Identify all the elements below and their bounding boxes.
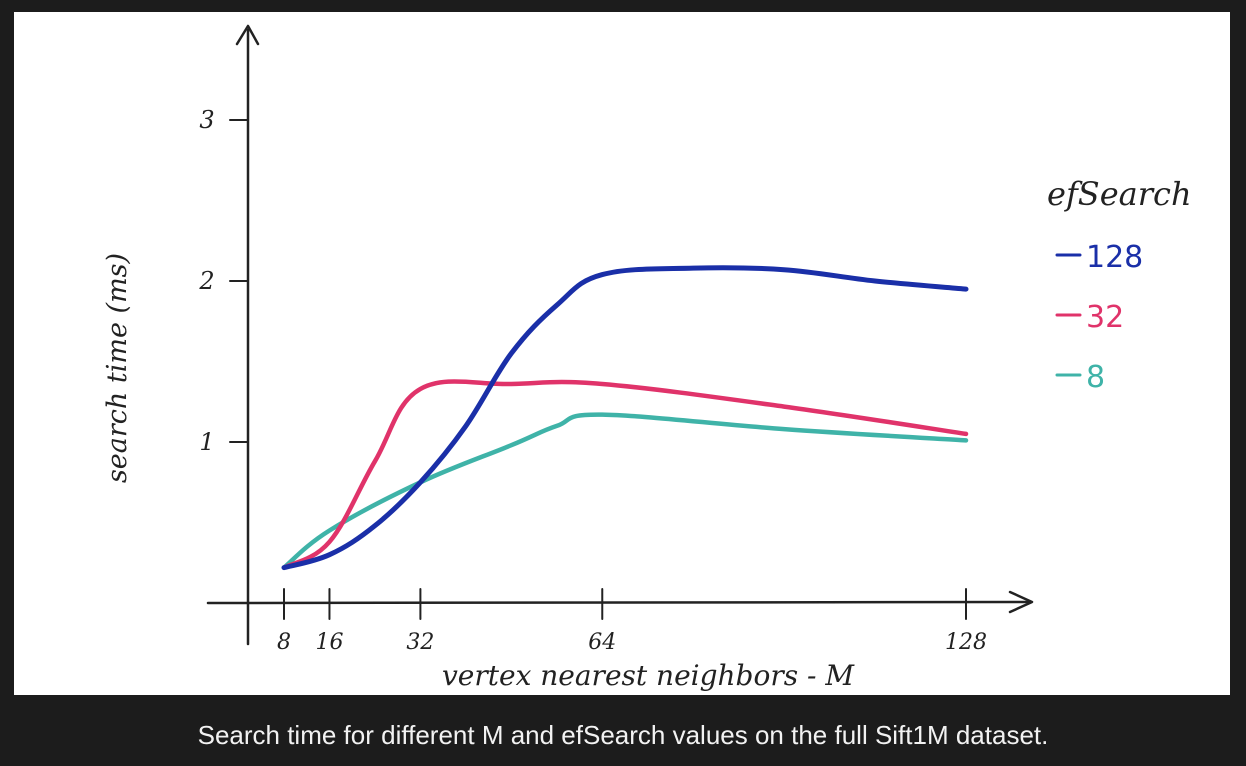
y-tick-label: 3 xyxy=(199,106,214,134)
y-axis-arrow xyxy=(235,24,260,46)
figure-caption: Search time for different M and efSearch… xyxy=(197,720,1049,750)
y-tick-label: 2 xyxy=(198,267,214,295)
x-axis-line xyxy=(206,600,1032,605)
legend-label-128: 128 xyxy=(1086,240,1143,275)
legend: efSearch 128 32 8 xyxy=(1047,175,1192,395)
legend-label-8: 8 xyxy=(1086,360,1105,395)
y-tick-label: 1 xyxy=(199,428,214,456)
x-tick-label: 64 xyxy=(588,630,616,655)
series-line-32 xyxy=(281,379,969,570)
legend-title: efSearch xyxy=(1047,175,1192,213)
tick-labels: 1 2 3 8 16 32 64 128 vertex nearest neighbors - … xyxy=(102,106,987,692)
x-tick-label: 32 xyxy=(406,630,434,655)
x-axis-arrow xyxy=(1008,590,1034,614)
x-tick-label: 16 xyxy=(315,630,343,655)
series-lines xyxy=(281,265,969,571)
series-line-128 xyxy=(281,265,969,571)
x-tick-label: 128 xyxy=(945,630,987,655)
y-axis-label: search time (ms) xyxy=(102,253,133,483)
series-line-8 xyxy=(281,412,969,570)
line-chart: 1 2 3 8 16 32 64 128 vertex nearest neighbors - … xyxy=(102,24,1192,692)
x-axis-label: vertex nearest neighbors - M xyxy=(442,659,855,692)
chart-figure: 1 2 3 8 16 32 64 128 vertex nearest neighbors - … xyxy=(14,12,1230,695)
legend-label-32: 32 xyxy=(1086,300,1124,335)
axes xyxy=(206,24,1034,646)
x-tick-label: 8 xyxy=(277,630,291,655)
